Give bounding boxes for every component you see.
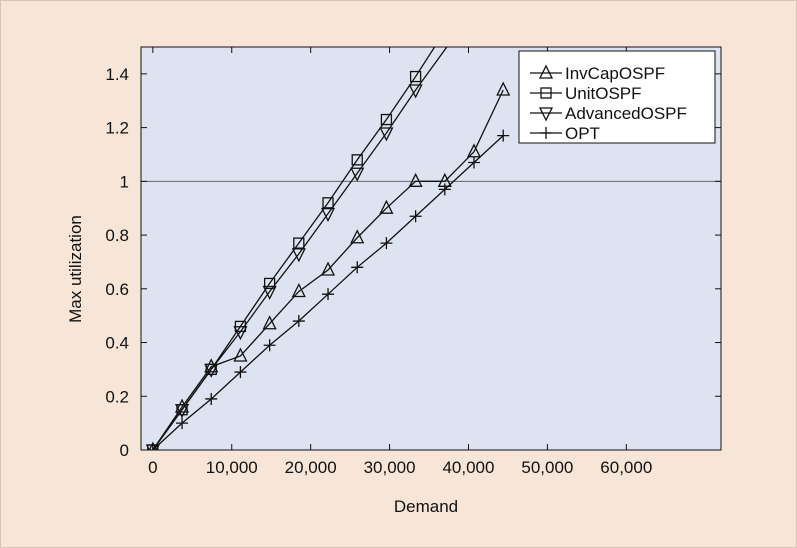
y-tick-label: 1.4: [105, 65, 129, 84]
data-point-unitospf: [380, 113, 393, 126]
x-tick-label: 60,000: [600, 458, 652, 477]
data-point-invcapospf: [379, 199, 394, 214]
y-tick-label: 1: [120, 172, 129, 191]
data-point-opt: [234, 366, 247, 379]
data-point-advancedospf: [174, 404, 190, 419]
data-point-advancedospf: [204, 363, 219, 378]
legend-entry-unitospf: UnitOSPF: [530, 84, 642, 103]
x-tick-label: 30,000: [364, 458, 416, 477]
legend-label-advancedospf: AdvancedOSPF: [565, 104, 687, 123]
series-invcapospf: [148, 81, 511, 450]
series-line-invcapospf: [152, 89, 504, 450]
data-point-unitospf: [409, 70, 422, 83]
data-point-opt: [322, 288, 335, 301]
data-point-invcapospf: [496, 81, 511, 96]
data-point-invcapospf: [233, 347, 248, 362]
legend-marker-unitospf: [540, 87, 552, 99]
y-tick-label: 1.2: [105, 119, 129, 138]
legend-marker-opt: [540, 127, 552, 139]
x-tick-label: 20,000: [285, 458, 337, 477]
data-point-opt: [205, 392, 218, 405]
data-point-opt: [468, 156, 481, 169]
data-point-opt: [176, 417, 189, 430]
data-point-invcapospf: [262, 315, 277, 330]
legend-box: [518, 50, 716, 144]
data-point-invcapospf: [291, 283, 306, 298]
data-point-unitospf: [263, 277, 276, 290]
y-axis-label: Max utilization: [66, 215, 85, 323]
data-point-invcapospf: [408, 172, 423, 187]
data-point-advancedospf: [320, 207, 336, 223]
data-point-advancedospf: [233, 326, 248, 341]
data-point-invcapospf: [320, 261, 336, 276]
data-point-advancedospf: [408, 84, 423, 99]
data-point-opt: [438, 183, 451, 196]
y-tick-label: 0.8: [105, 226, 129, 245]
data-point-opt: [497, 129, 510, 142]
x-tick-label: 10,000: [206, 458, 258, 477]
series-opt: [146, 129, 510, 450]
y-tick-label: 0.6: [105, 280, 129, 299]
y-tick-label: 0.2: [105, 387, 129, 406]
x-axis-label: Demand: [394, 497, 458, 516]
y-tick-label: 0: [120, 441, 129, 460]
data-point-advancedospf: [291, 248, 306, 263]
x-tick-label: 0: [148, 458, 157, 477]
data-point-opt: [263, 339, 276, 352]
data-point-unitospf: [322, 197, 334, 209]
legend-label-opt: OPT: [565, 124, 600, 143]
x-tick-label: 40,000: [442, 458, 494, 477]
data-point-unitospf: [351, 154, 363, 166]
plot-frame: [140, 46, 722, 451]
legend-entry-opt: OPT: [530, 124, 600, 143]
data-point-invcapospf: [148, 441, 158, 450]
legend-entry-invcapospf: InvCapOSPF: [530, 64, 665, 83]
series-line-advancedospf: [152, 47, 448, 450]
data-point-opt: [380, 237, 393, 250]
data-point-opt: [351, 261, 364, 274]
data-point-advancedospf: [379, 127, 394, 142]
x-tick-label: 50,000: [521, 458, 573, 477]
legend-label-unitospf: UnitOSPF: [565, 84, 642, 103]
data-point-opt: [409, 210, 422, 223]
legend-marker-invcapospf: [538, 64, 554, 79]
data-point-invcapospf: [350, 229, 365, 244]
y-tick-label: 0.4: [105, 334, 129, 353]
data-point-advancedospf: [350, 167, 365, 182]
legend-marker-advancedospf: [538, 107, 554, 122]
axis-layer: 0 10,000 20,000 30,000 40,000 50,000 60,000 0 0.…: [105, 47, 721, 477]
data-point-advancedospf: [262, 285, 277, 300]
data-point-unitospf: [293, 237, 305, 249]
series-layer: [145, 47, 511, 450]
legend-label-invcapospf: InvCapOSPF: [565, 64, 665, 83]
data-point-opt: [292, 315, 305, 328]
legend-entry-advancedospf: AdvancedOSPF: [530, 104, 687, 123]
